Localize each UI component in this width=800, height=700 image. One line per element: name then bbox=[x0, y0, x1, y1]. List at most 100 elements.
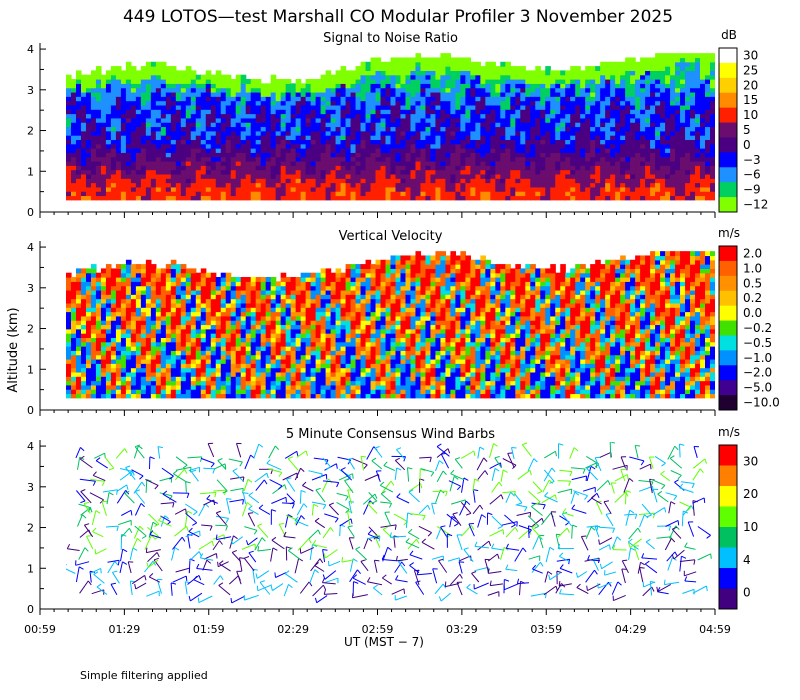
heatmap-cell bbox=[450, 173, 456, 179]
heatmap-cell bbox=[66, 328, 72, 334]
heatmap-cell bbox=[70, 294, 77, 300]
heatmap-cell bbox=[535, 87, 541, 93]
heatmap-cell bbox=[185, 70, 192, 76]
heatmap-cell bbox=[635, 173, 641, 179]
heatmap-cell bbox=[410, 126, 417, 132]
y-tick-label: 0 bbox=[27, 206, 34, 219]
heatmap-cell bbox=[440, 130, 447, 136]
heatmap-cell bbox=[320, 178, 327, 184]
heatmap-cell bbox=[120, 79, 127, 84]
heatmap-cell bbox=[225, 83, 232, 89]
heatmap-cell bbox=[125, 178, 132, 184]
heatmap-cell bbox=[395, 160, 402, 166]
heatmap-cell bbox=[295, 130, 302, 136]
heatmap-cell bbox=[560, 113, 566, 119]
heatmap-cell bbox=[155, 367, 162, 373]
heatmap-cell bbox=[115, 186, 122, 192]
heatmap-cell bbox=[380, 104, 387, 110]
heatmap-cell bbox=[520, 109, 526, 115]
heatmap-cell bbox=[695, 191, 701, 197]
heatmap-cell bbox=[135, 148, 142, 153]
heatmap-cell bbox=[490, 117, 496, 123]
heatmap-cell bbox=[470, 135, 476, 140]
heatmap-cell bbox=[710, 74, 715, 80]
heatmap-cell bbox=[520, 186, 526, 192]
heatmap-cell bbox=[340, 122, 347, 128]
heatmap-cell bbox=[225, 79, 232, 84]
heatmap-cell bbox=[95, 350, 102, 356]
heatmap-cell bbox=[365, 178, 372, 184]
heatmap-cell bbox=[155, 393, 162, 399]
heatmap-cell bbox=[95, 393, 102, 399]
heatmap-cell bbox=[130, 389, 137, 395]
heatmap-cell bbox=[625, 79, 631, 84]
heatmap-cell bbox=[75, 328, 82, 334]
heatmap-cell bbox=[370, 83, 377, 89]
heatmap-cell bbox=[235, 139, 242, 145]
heatmap-cell bbox=[380, 100, 387, 106]
heatmap-cell bbox=[520, 130, 526, 136]
heatmap-cell bbox=[400, 83, 407, 89]
heatmap-cell bbox=[310, 100, 317, 106]
heatmap-cell bbox=[695, 135, 701, 140]
heatmap-cell bbox=[295, 152, 302, 158]
heatmap-cell bbox=[685, 100, 691, 106]
heatmap-cell bbox=[380, 195, 387, 201]
heatmap-cell bbox=[405, 143, 412, 149]
heatmap-cell bbox=[125, 61, 132, 67]
heatmap-cell bbox=[355, 165, 362, 171]
heatmap-cell bbox=[165, 195, 172, 201]
heatmap-cell bbox=[120, 268, 127, 274]
heatmap-cell bbox=[575, 74, 581, 80]
heatmap-cell bbox=[485, 169, 491, 175]
heatmap-cell bbox=[295, 104, 302, 110]
heatmap-cell bbox=[155, 130, 162, 136]
heatmap-cell bbox=[70, 384, 77, 390]
heatmap-cell bbox=[75, 139, 82, 145]
heatmap-cell bbox=[575, 117, 581, 123]
heatmap-cell bbox=[200, 298, 207, 304]
heatmap-cell bbox=[275, 148, 282, 153]
heatmap-cell bbox=[140, 380, 147, 386]
heatmap-cell bbox=[540, 87, 546, 93]
heatmap-cell bbox=[165, 346, 172, 351]
heatmap-cell bbox=[700, 83, 706, 89]
heatmap-cell bbox=[260, 156, 267, 162]
heatmap-cell bbox=[400, 160, 407, 166]
heatmap-cell bbox=[350, 186, 357, 192]
heatmap-cell bbox=[515, 109, 521, 115]
heatmap-cell bbox=[170, 380, 177, 386]
heatmap-cell bbox=[180, 302, 187, 308]
heatmap-cell bbox=[290, 165, 297, 171]
heatmap-cell bbox=[275, 100, 282, 106]
heatmap-cell bbox=[165, 96, 172, 102]
heatmap-cell bbox=[320, 148, 327, 153]
heatmap-cell bbox=[485, 143, 491, 149]
heatmap-cell bbox=[525, 169, 531, 175]
heatmap-cell bbox=[690, 160, 696, 166]
heatmap-cell bbox=[135, 143, 142, 149]
heatmap-cell bbox=[365, 61, 372, 67]
heatmap-cell bbox=[500, 79, 506, 84]
heatmap-cell bbox=[160, 126, 167, 132]
heatmap-cell bbox=[130, 165, 137, 171]
heatmap-cell bbox=[665, 195, 671, 201]
heatmap-cell bbox=[710, 53, 715, 59]
heatmap-cell bbox=[155, 113, 162, 119]
heatmap-cell bbox=[280, 109, 287, 115]
heatmap-cell bbox=[120, 358, 127, 364]
heatmap-cell bbox=[270, 173, 277, 179]
heatmap-cell bbox=[415, 96, 422, 102]
heatmap-cell bbox=[85, 333, 92, 338]
heatmap-cell bbox=[260, 100, 267, 106]
heatmap-cell bbox=[700, 130, 706, 136]
heatmap-cell bbox=[275, 104, 282, 110]
heatmap-cell bbox=[235, 178, 242, 184]
heatmap-cell bbox=[710, 152, 715, 158]
heatmap-cell bbox=[155, 363, 162, 369]
heatmap-cell bbox=[480, 104, 486, 110]
heatmap-cell bbox=[115, 91, 122, 97]
heatmap-cell bbox=[615, 152, 621, 158]
heatmap-cell bbox=[465, 104, 471, 110]
heatmap-cell bbox=[95, 169, 102, 175]
